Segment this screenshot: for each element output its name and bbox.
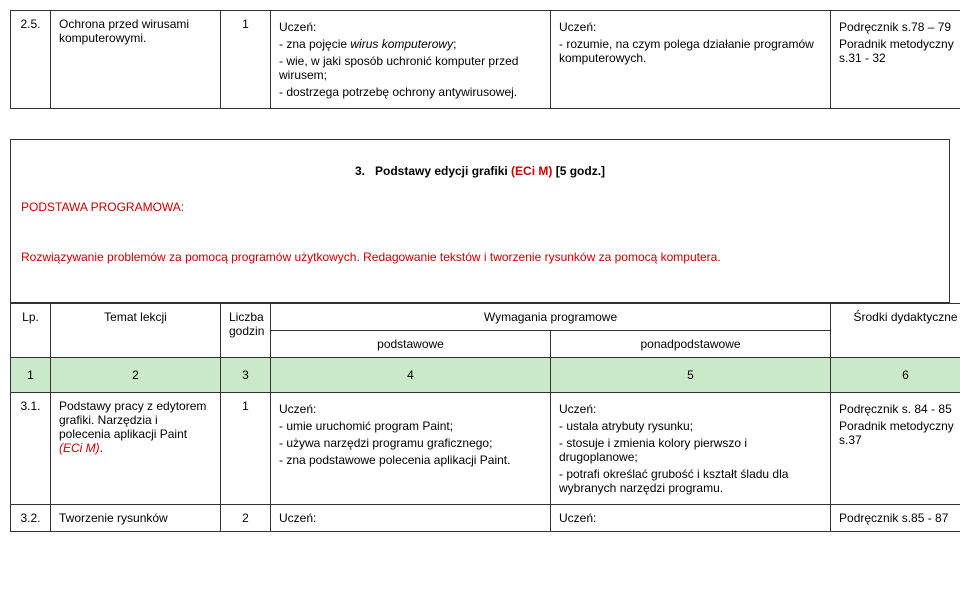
table-section-3: Lp. Temat lekcji Liczba godzin Wymagania… <box>10 303 960 532</box>
header-hours: Liczba godzin <box>221 304 271 358</box>
podstawa-label: PODSTAWA PROGRAMOWA: <box>21 200 939 214</box>
cell-basic: Uczeń: - zna pojęcie wirus komputerowy; … <box>271 11 551 109</box>
table-header-row: Lp. Temat lekcji Liczba godzin Wymagania… <box>11 304 960 331</box>
table-row: 2.5. Ochrona przed wirusami komputerowym… <box>11 11 960 109</box>
col-num-2: 2 <box>51 358 221 393</box>
podstawa-text: Rozwiązywanie problemów za pomocą progra… <box>21 250 939 264</box>
cell-topic: Podstawy pracy z edytorem grafiki. Narzę… <box>51 393 221 505</box>
cell-text: - ustala atrybuty rysunku; <box>559 419 822 433</box>
table-row: 3.1. Podstawy pracy z edytorem grafiki. … <box>11 393 960 505</box>
col-num-4: 4 <box>271 358 551 393</box>
cell-topic: Ochrona przed wirusami komputerowymi. <box>51 11 221 109</box>
section-title: 3. Podstawy edycji grafiki (ECi M) [5 go… <box>21 164 939 178</box>
cell-resources: Podręcznik s.78 – 79 Poradnik metodyczny… <box>831 11 960 109</box>
header-wymag: Wymagania programowe <box>271 304 831 331</box>
cell-text: Podręcznik s.78 – 79 <box>839 20 960 34</box>
cell-text: Poradnik metodyczny s.31 - 32 <box>839 37 960 65</box>
table-num-row: 1 2 3 4 5 6 <box>11 358 960 393</box>
table-row: 3.2. Tworzenie rysunków 2 Uczeń: Uczeń: … <box>11 505 960 532</box>
cell-text: Uczeń: <box>279 402 542 416</box>
col-num-3: 3 <box>221 358 271 393</box>
cell-text: - potrafi określać grubość i kształt śla… <box>559 467 822 495</box>
cell-text: - umie uruchomić program Paint; <box>279 419 542 433</box>
col-num-5: 5 <box>551 358 831 393</box>
header-topic: Temat lekcji <box>51 304 221 358</box>
cell-text: Uczeń: <box>559 402 822 416</box>
cell-resources: Podręcznik s. 84 - 85 Poradnik metodyczn… <box>831 393 960 505</box>
cell-text: Poradnik metodyczny s.37 <box>839 419 960 447</box>
cell-hours: 1 <box>221 11 271 109</box>
cell-hours: 1 <box>221 393 271 505</box>
section-header: 3. Podstawy edycji grafiki (ECi M) [5 go… <box>10 139 950 303</box>
cell-above: Uczeń: <box>551 505 831 532</box>
cell-resources: Podręcznik s.85 - 87 <box>831 505 960 532</box>
header-lp: Lp. <box>11 304 51 358</box>
cell-basic: Uczeń: <box>271 505 551 532</box>
header-basic: podstawowe <box>271 331 551 358</box>
cell-text: Podręcznik s. 84 - 85 <box>839 402 960 416</box>
col-num-1: 1 <box>11 358 51 393</box>
cell-text: - stosuje i zmienia kolory pierwszo i dr… <box>559 436 822 464</box>
cell-num: 3.2. <box>11 505 51 532</box>
cell-text: - dostrzega potrzebę ochrony antywirusow… <box>279 85 542 99</box>
cell-text: Uczeń: <box>559 20 822 34</box>
cell-text: - zna podstawowe polecenia aplikacji Pai… <box>279 453 542 467</box>
table-section-2: 2.5. Ochrona przed wirusami komputerowym… <box>10 10 960 109</box>
cell-num: 3.1. <box>11 393 51 505</box>
cell-text: - używa narzędzi programu graficznego; <box>279 436 542 450</box>
cell-text: Uczeń: <box>279 20 542 34</box>
cell-topic: Tworzenie rysunków <box>51 505 221 532</box>
cell-hours: 2 <box>221 505 271 532</box>
col-num-6: 6 <box>831 358 960 393</box>
header-res: Środki dydaktyczne <box>831 304 960 358</box>
cell-basic: Uczeń: - umie uruchomić program Paint; -… <box>271 393 551 505</box>
cell-text: - zna pojęcie wirus komputerowy; <box>279 37 542 51</box>
cell-above: Uczeń: - ustala atrybuty rysunku; - stos… <box>551 393 831 505</box>
header-above: ponadpodstawowe <box>551 331 831 358</box>
cell-above: Uczeń: - rozumie, na czym polega działan… <box>551 11 831 109</box>
cell-text: - wie, w jaki sposób uchronić komputer p… <box>279 54 542 82</box>
cell-text: - rozumie, na czym polega działanie prog… <box>559 37 822 65</box>
cell-num: 2.5. <box>11 11 51 109</box>
